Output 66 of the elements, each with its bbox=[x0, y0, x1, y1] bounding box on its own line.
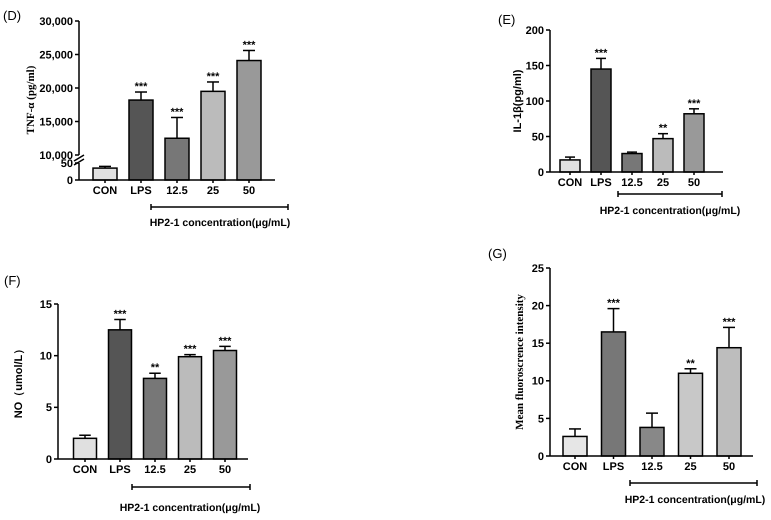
y-axis-title: Mean fluoroscrence intensity bbox=[514, 294, 526, 430]
y-tick-label: 0 bbox=[46, 454, 52, 466]
x-axis-title: HP2-1 concentration(μg/mL) bbox=[120, 502, 260, 514]
annotation: ** bbox=[686, 358, 696, 370]
annotation: *** bbox=[206, 70, 220, 83]
y-tick-label: 5 bbox=[538, 413, 544, 426]
y-tick-label: 0 bbox=[538, 450, 544, 463]
x-tick-label: 12.5 bbox=[621, 177, 643, 189]
y-tick-label: 10 bbox=[40, 350, 52, 363]
y-tick-label: 25,000 bbox=[39, 49, 73, 62]
y-tick-label: 15 bbox=[40, 298, 52, 311]
annotation: ** bbox=[658, 122, 668, 135]
y-tick-label: 150 bbox=[526, 60, 544, 72]
x-tick-label: 12.5 bbox=[641, 461, 663, 473]
y-tick-label: 100 bbox=[526, 96, 544, 108]
y-tick-label: 20,000 bbox=[39, 82, 73, 95]
x-tick-label: CON bbox=[562, 461, 588, 473]
annotation: *** bbox=[722, 316, 736, 328]
x-tick-label: 50 bbox=[242, 185, 256, 197]
annotation: *** bbox=[218, 335, 232, 348]
y-tick-label: 20 bbox=[532, 300, 544, 312]
y-tick-label: 50 bbox=[532, 131, 544, 144]
annotation: *** bbox=[170, 106, 184, 118]
chart-title: (D) bbox=[3, 8, 22, 23]
annotation: ** bbox=[150, 362, 160, 374]
x-tick-label: 50 bbox=[688, 177, 700, 189]
y-axis-title: IL-1β(pg/ml) bbox=[512, 69, 524, 132]
y-tick-label: 10 bbox=[532, 376, 544, 388]
y-tick-label: 0 bbox=[538, 166, 544, 179]
x-tick-label: CON bbox=[558, 177, 582, 189]
y-tick-label: 15 bbox=[532, 338, 544, 350]
x-tick-label: 12.5 bbox=[144, 464, 166, 476]
x-tick-label: 25 bbox=[656, 177, 670, 189]
y-tick-label: 0 bbox=[66, 174, 73, 187]
x-axis-title: HP2-1 concentration(μg/mL) bbox=[600, 205, 740, 217]
x-tick-label: 25 bbox=[684, 461, 697, 473]
y-tick-label: 30,000 bbox=[39, 16, 73, 28]
annotation: *** bbox=[607, 298, 621, 310]
annotation: *** bbox=[184, 344, 198, 356]
chart-title: (F) bbox=[4, 273, 21, 288]
y-tick-label: 200 bbox=[526, 24, 544, 37]
y-tick-label: 5 bbox=[46, 402, 52, 414]
x-tick-label: LPS bbox=[130, 185, 152, 197]
y-tick-label: 25 bbox=[532, 262, 544, 275]
chart-title: (E) bbox=[498, 12, 516, 27]
annotation: *** bbox=[134, 81, 148, 94]
x-tick-label: LPS bbox=[109, 464, 131, 476]
x-tick-label: LPS bbox=[602, 461, 624, 473]
annotation: *** bbox=[242, 39, 256, 52]
x-tick-label: 25 bbox=[184, 464, 196, 476]
annotation: *** bbox=[688, 98, 702, 110]
x-tick-label: CON bbox=[72, 464, 98, 476]
x-axis-title: HP2-1 concentration(μg/mL) bbox=[624, 494, 766, 506]
annotation: *** bbox=[114, 308, 128, 320]
annotation: *** bbox=[594, 47, 608, 60]
y-axis-title: NO（umol/L） bbox=[13, 344, 25, 418]
y-tick-label: 15,000 bbox=[39, 116, 73, 128]
x-axis-title: HP2-1 concentration(μg/mL) bbox=[150, 217, 290, 229]
x-tick-label: 50 bbox=[218, 464, 232, 476]
x-tick-label: LPS bbox=[590, 177, 612, 189]
x-tick-label: 25 bbox=[206, 185, 220, 197]
y-axis-title: TNF-α (pg/ml) bbox=[25, 65, 37, 134]
chart-title: (G) bbox=[488, 246, 507, 261]
x-tick-label: CON bbox=[92, 185, 118, 197]
x-tick-label: 12.5 bbox=[166, 185, 188, 197]
x-tick-label: 50 bbox=[722, 461, 736, 473]
